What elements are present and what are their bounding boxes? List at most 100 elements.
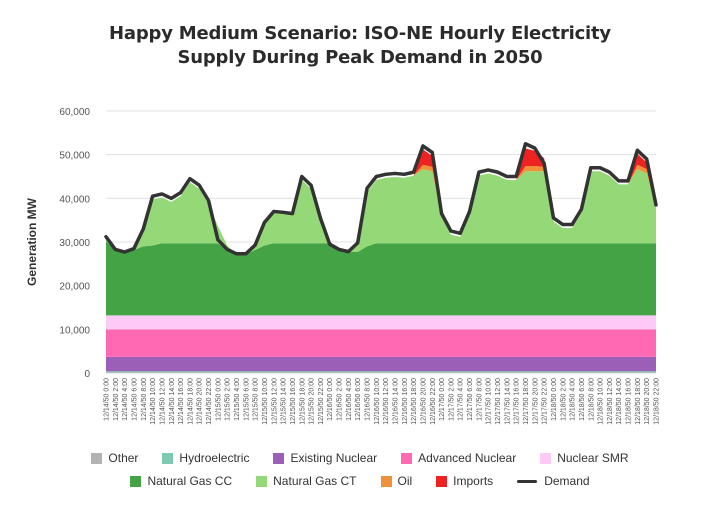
x-tick-label: 12/18/50 2:00 (560, 378, 567, 421)
legend-label: Advanced Nuclear (418, 451, 517, 465)
x-tick-label: 12/18/50 14:00 (616, 378, 623, 425)
x-tick-label: 12/17/50 10:00 (486, 378, 493, 425)
y-axis-title: Generation MW (25, 197, 39, 286)
x-tick-label: 12/16/50 18:00 (411, 378, 418, 425)
x-tick-label: 12/14/50 22:00 (206, 378, 213, 425)
legend-label: Imports (453, 474, 494, 488)
x-tick-label: 12/15/50 4:00 (234, 378, 241, 421)
x-tick-label: 12/16/50 14:00 (392, 378, 399, 425)
x-tick-label: 12/17/50 8:00 (476, 378, 483, 421)
x-tick-label: 12/18/50 0:00 (551, 378, 558, 421)
area-natural-gas-cc (106, 241, 656, 316)
x-tick-label: 12/18/50 20:00 (644, 378, 651, 425)
x-tick-label: 12/15/50 20:00 (309, 378, 316, 425)
chart-title: Happy Medium Scenario: ISO-NE Hourly Ele… (0, 22, 720, 70)
area-imports (106, 148, 656, 255)
x-tick-label: 12/16/50 20:00 (420, 378, 427, 425)
legend-swatch (540, 452, 552, 464)
area-existing-nuclear (106, 356, 656, 372)
y-tick-label: 30,000 (59, 238, 90, 249)
x-tick-label: 12/14/50 14:00 (169, 378, 176, 425)
legend-swatch (401, 452, 413, 464)
x-tick-label: 12/14/50 12:00 (159, 378, 166, 425)
legend-item-imports: Imports (436, 474, 493, 488)
y-tick-label: 40,000 (59, 194, 90, 205)
legend-swatch (517, 479, 538, 483)
x-tick-label: 12/15/50 6:00 (243, 378, 250, 421)
legend-label: Existing Nuclear (290, 451, 378, 465)
x-tick-label: 12/14/50 18:00 (187, 378, 194, 425)
area-nuclear-smr (106, 315, 656, 330)
legend-swatch (130, 475, 142, 487)
y-tick-label: 0 (84, 369, 90, 380)
x-tick-label: 12/16/50 16:00 (402, 378, 409, 425)
y-tick-label: 20,000 (59, 282, 90, 293)
x-tick-label: 12/17/50 16:00 (514, 378, 521, 425)
x-tick-label: 12/16/50 10:00 (374, 378, 381, 425)
legend-label: Natural Gas CT (273, 474, 357, 488)
area-other (106, 372, 656, 373)
area-natural-gas-ct (106, 169, 656, 255)
legend-item-natural-gas-cc: Natural Gas CC (130, 474, 232, 488)
x-tick-label: 12/15/50 12:00 (271, 378, 278, 425)
area-advanced-nuclear (106, 329, 656, 357)
x-tick-label: 12/14/50 0:00 (104, 378, 111, 421)
x-tick-label: 12/14/50 8:00 (141, 378, 148, 421)
legend-swatch (256, 475, 268, 487)
x-tick-label: 12/17/50 18:00 (523, 378, 530, 425)
legend-item-other: Other (91, 451, 138, 465)
x-tick-label: 12/18/50 4:00 (570, 378, 577, 421)
legend-label: Oil (397, 474, 413, 488)
x-tick-label: 12/14/50 4:00 (122, 378, 129, 421)
x-tick-label: 12/14/50 6:00 (131, 378, 138, 421)
x-tick-label: 12/17/50 6:00 (467, 378, 474, 421)
x-tick-label: 12/17/50 2:00 (448, 378, 455, 421)
legend-item-nuclear-smr: Nuclear SMR (540, 451, 629, 465)
legend-swatch (91, 452, 103, 464)
area-hydroelectric (106, 371, 656, 373)
legend-swatch (162, 452, 174, 464)
legend-row-1: Other Hydroelectric Existing Nuclear Advanc… (0, 451, 720, 465)
legend-label: Nuclear SMR (557, 451, 629, 465)
x-tick-label: 12/14/50 2:00 (113, 378, 120, 421)
legend-swatch (273, 452, 285, 464)
x-tick-label: 12/15/50 10:00 (262, 378, 269, 425)
x-tick-label: 12/16/50 4:00 (346, 378, 353, 421)
legend-item-advanced-nuclear: Advanced Nuclear (401, 451, 516, 465)
legend-swatch (380, 475, 392, 487)
x-tick-label: 12/15/50 0:00 (215, 378, 222, 421)
x-tick-label: 12/17/50 12:00 (495, 378, 502, 425)
x-tick-label: 12/17/50 20:00 (532, 378, 539, 425)
x-tick-label: 12/14/50 10:00 (150, 378, 157, 425)
x-tick-label: 12/15/50 14:00 (281, 378, 288, 425)
chart-title-line-1: Happy Medium Scenario: ISO-NE Hourly Ele… (109, 23, 611, 44)
demand-line (104, 142, 658, 256)
y-tick-label: 50,000 (59, 151, 90, 162)
legend-label: Other (108, 451, 139, 465)
x-tick-label: 12/15/50 2:00 (225, 378, 232, 421)
y-tick-label: 60,000 (59, 107, 90, 118)
x-tick-label: 12/15/50 18:00 (299, 378, 306, 425)
x-tick-label: 12/16/50 0:00 (327, 378, 334, 421)
x-tick-label: 12/15/50 22:00 (318, 378, 325, 425)
x-tick-label: 12/15/50 8:00 (253, 378, 260, 421)
legend-label: Demand (544, 474, 590, 488)
x-tick-label: 12/17/50 0:00 (439, 378, 446, 421)
x-tick-label: 12/16/50 22:00 (430, 378, 437, 425)
x-tick-label: 12/18/50 16:00 (626, 378, 633, 425)
y-tick-label: 10,000 (59, 325, 90, 336)
legend-label: Natural Gas CC (147, 474, 233, 488)
chart-title-line-2: Supply During Peak Demand in 2050 (177, 47, 543, 68)
legend-item-hydroelectric: Hydroelectric (162, 451, 249, 465)
x-tick-label: 12/14/50 20:00 (197, 378, 204, 425)
legend-item-existing-nuclear: Existing Nuclear (273, 451, 377, 465)
x-tick-label: 12/16/50 12:00 (383, 378, 390, 425)
x-tick-label: 12/16/50 2:00 (337, 378, 344, 421)
legend-item-oil: Oil (380, 474, 413, 488)
x-tick-label: 12/18/50 22:00 (654, 378, 661, 425)
x-tick-label: 12/17/50 22:00 (542, 378, 549, 425)
x-tick-label: 12/14/50 16:00 (178, 378, 185, 425)
legend-item-demand: Demand (517, 474, 590, 488)
x-tick-label: 12/16/50 6:00 (355, 378, 362, 421)
legend-swatch (436, 475, 448, 487)
